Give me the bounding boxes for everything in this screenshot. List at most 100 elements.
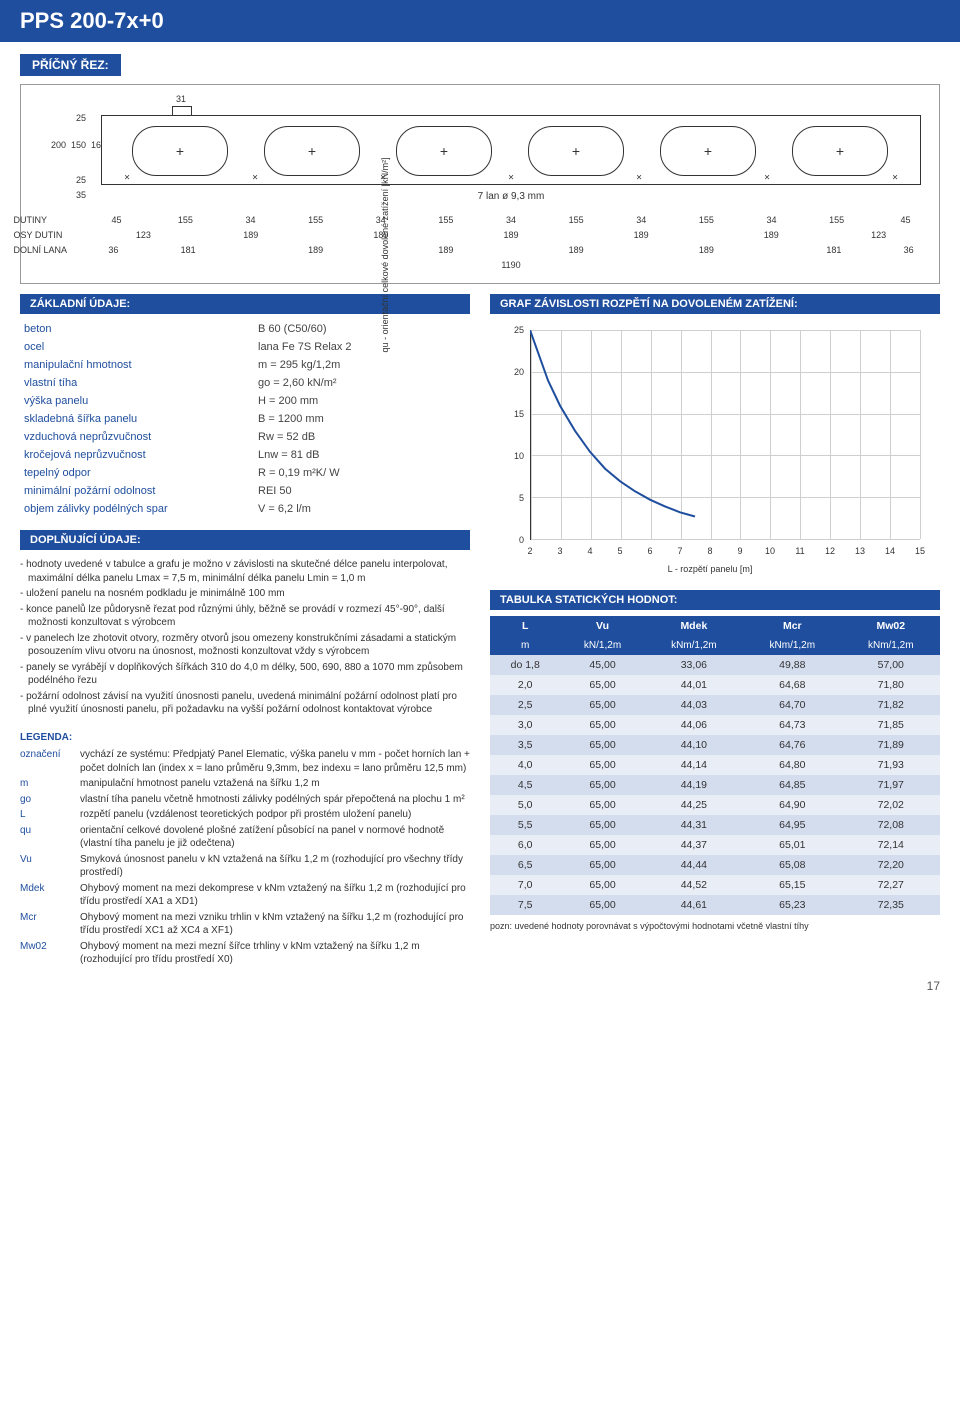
cell: 44,01 (645, 675, 743, 695)
th: Mw02 (842, 616, 940, 636)
cell: 6,0 (490, 835, 560, 855)
cell: 57,00 (842, 655, 940, 675)
cell: 45,00 (560, 655, 644, 675)
cell: 64,73 (743, 715, 841, 735)
cell: 71,82 (842, 695, 940, 715)
cell: 65,00 (560, 715, 644, 735)
supp-title: DOPLŇUJÍCÍ ÚDAJE: (20, 530, 470, 550)
dim-value: 155 (438, 215, 453, 225)
cell: 65,00 (560, 835, 644, 855)
legend-title: LEGENDA: (20, 731, 470, 745)
chart-ylabel: qu - orientační celkové dovolené zatížen… (380, 157, 390, 352)
cell: 44,14 (645, 755, 743, 775)
cell: 72,08 (842, 815, 940, 835)
cell: 44,61 (645, 895, 743, 915)
dim-value: 155 (308, 215, 323, 225)
chart-xtick: 14 (885, 546, 895, 556)
note-item: - uložení panelu na nosném podkladu je m… (20, 587, 470, 601)
cell: 65,00 (560, 755, 644, 775)
cell: 72,20 (842, 855, 940, 875)
cell: 71,93 (842, 755, 940, 775)
cell: 5,0 (490, 795, 560, 815)
table-row: 2,065,0044,0164,6871,80 (490, 675, 940, 695)
kv-key: skladebná šířka panelu (20, 410, 254, 428)
cell: 64,68 (743, 675, 841, 695)
cell: 64,76 (743, 735, 841, 755)
th: Vu (560, 616, 644, 636)
cell: 71,80 (842, 675, 940, 695)
dutiny-lbl: DUTINY (14, 215, 69, 225)
legend-desc: vychází ze systému: Předpjatý Panel Elem… (80, 748, 470, 775)
dim-edge: 35 (46, 190, 86, 200)
legend-key: Mw02 (20, 940, 80, 967)
legend-desc: manipulační hmotnost panelu vztažená na … (80, 777, 320, 791)
kv-key: tepelný odpor (20, 464, 254, 482)
th-unit: kNm/1,2m (645, 636, 743, 655)
legend-rows: označenívychází ze systému: Předpjatý Pa… (20, 748, 470, 967)
dim-value: 189 (438, 245, 453, 255)
cell: 44,25 (645, 795, 743, 815)
th: Mdek (645, 616, 743, 636)
dim-slot: 31 (176, 94, 186, 104)
cross-section-label: PŘÍČNÝ ŘEZ: (20, 54, 121, 76)
dim-value: 155 (569, 215, 584, 225)
legend-desc: Ohybový moment na mezi vzniku trhlin v k… (80, 911, 470, 938)
chart-ytick: 5 (490, 493, 524, 503)
kv-key: ocel (20, 338, 254, 356)
table-row: 4,565,0044,1964,8571,97 (490, 775, 940, 795)
dim-value: 34 (636, 215, 646, 225)
cell: 44,10 (645, 735, 743, 755)
cell: 3,0 (490, 715, 560, 735)
chart-ytick: 10 (490, 451, 524, 461)
chart-xtick: 3 (557, 546, 562, 556)
legend-desc: rozpětí panelu (vzdálenost teoretických … (80, 808, 411, 822)
cell: 65,00 (560, 735, 644, 755)
lana-row-lbl: DOLNÍ LANA (14, 245, 69, 255)
chart-xtick: 5 (617, 546, 622, 556)
kv-val: B 60 (C50/60) (254, 320, 470, 338)
cell: 65,00 (560, 855, 644, 875)
note-item: - v panelech lze zhotovit otvory, rozměr… (20, 632, 470, 659)
th: Mcr (743, 616, 841, 636)
cell: do 1,8 (490, 655, 560, 675)
cavity-center: + (572, 143, 580, 159)
strand-marker: × (764, 173, 770, 184)
slab-outline: 31 ++++++ 7 lan ø 9,3 mm ××××××× (101, 115, 921, 185)
cell: 44,19 (645, 775, 743, 795)
dim-top: 25 (46, 113, 86, 123)
legend-key: označení (20, 748, 80, 775)
kv-key: výška panelu (20, 392, 254, 410)
dim-value: 34 (246, 215, 256, 225)
note-item: - hodnoty uvedené v tabulce a grafu je m… (20, 558, 470, 585)
cell: 65,00 (560, 775, 644, 795)
kv-key: kročejová neprůzvučnost (20, 446, 254, 464)
dim-value: 189 (569, 245, 584, 255)
cell: 64,95 (743, 815, 841, 835)
th-unit: kN/1,2m (560, 636, 644, 655)
chart-ytick: 25 (490, 325, 524, 335)
kv-val: H = 200 mm (254, 392, 470, 410)
kv-val: R = 0,19 m²K/ W (254, 464, 470, 482)
legend-key: go (20, 793, 80, 807)
cell: 4,5 (490, 775, 560, 795)
chart-xtick: 4 (587, 546, 592, 556)
chart-xtick: 10 (765, 546, 775, 556)
table-row: 3,065,0044,0664,7371,85 (490, 715, 940, 735)
chart-xtick: 8 (707, 546, 712, 556)
table-row: 2,565,0044,0364,7071,82 (490, 695, 940, 715)
dim-value: 123 (871, 230, 886, 240)
legend-key: Mdek (20, 882, 80, 909)
cell: 44,37 (645, 835, 743, 855)
legend-key: qu (20, 824, 80, 851)
cell: 49,88 (743, 655, 841, 675)
table-row: 4,065,0044,1464,8071,93 (490, 755, 940, 775)
th-unit: kNm/1,2m (743, 636, 841, 655)
cavity-center: + (176, 143, 184, 159)
chart-xtick: 6 (647, 546, 652, 556)
static-note: pozn: uvedené hodnoty porovnávat s výpoč… (490, 921, 940, 931)
dim-outer: 200 (26, 140, 66, 150)
chart-xtick: 11 (795, 546, 804, 556)
chart-xtick: 9 (737, 546, 742, 556)
cell: 6,5 (490, 855, 560, 875)
kv-val: lana Fe 7S Relax 2 (254, 338, 470, 356)
